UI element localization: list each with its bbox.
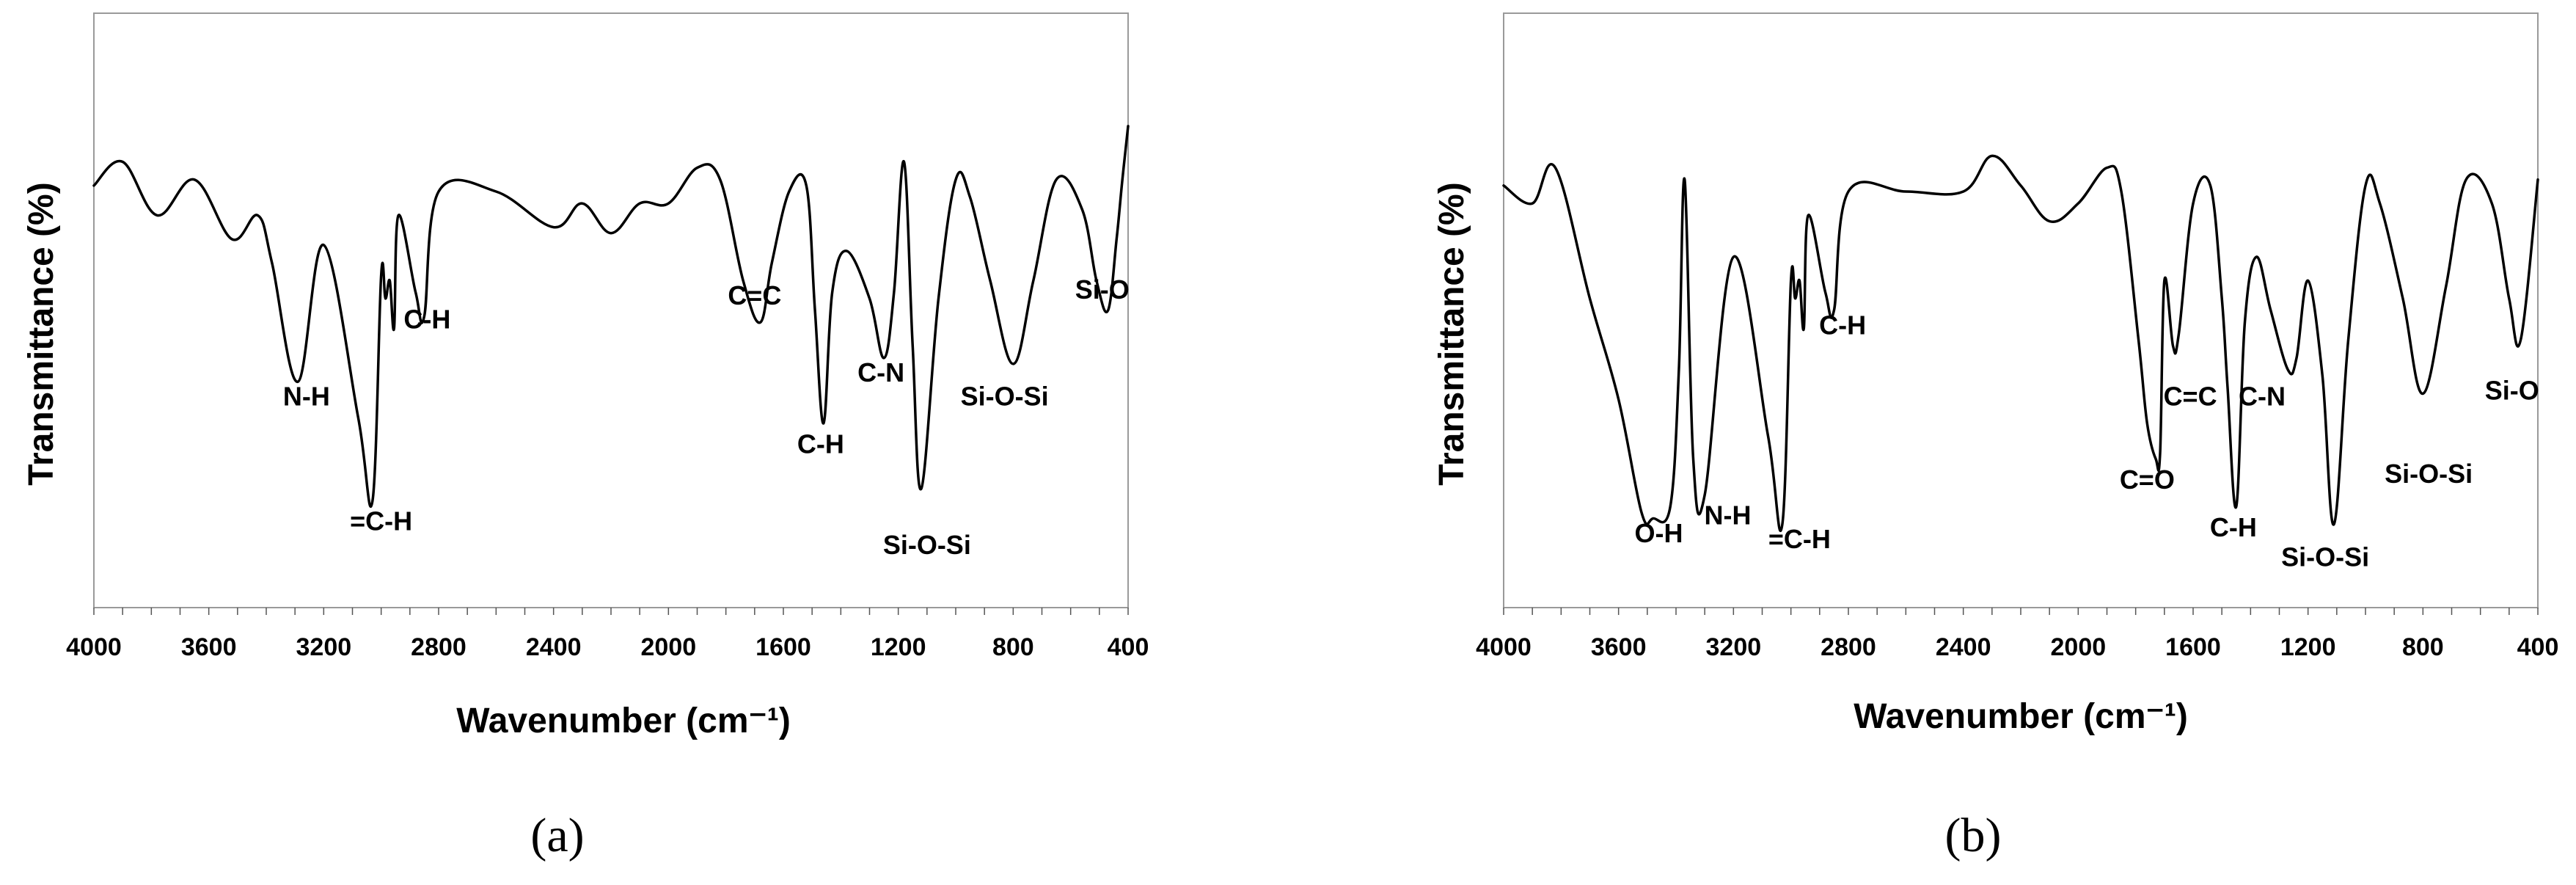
x-tick-label: 3600 [1591,633,1647,661]
x-tick-label: 2000 [2051,633,2107,661]
peak-label: Si-O [2485,376,2539,406]
x-tick-label: 1200 [871,633,926,661]
panel-caption-a: (a) [530,809,584,862]
peak-label: C=C [728,280,781,310]
peak-label: C-H [403,304,450,334]
x-minor-ticks-b [1503,608,2539,615]
peak-label: C-N [2239,382,2286,412]
x-tick-label: 4000 [66,633,122,661]
x-tick-labels-a: 4000 3600 3200 2800 2400 2000 1600 1200 800 400 [66,633,1149,661]
x-axis-title-a: Wavenumber (cm⁻¹) [456,702,791,740]
x-tick-label: 2800 [411,633,466,661]
peak-label: C-H [797,429,844,459]
peak-label: C-H [2210,512,2257,542]
plot-frame-a [93,12,1129,608]
peak-label: Si-O-Si [883,530,971,560]
x-tick-label: 3600 [181,633,237,661]
spectrum-line-a [92,125,1130,508]
panel-caption-b: (b) [1945,809,2002,862]
x-axis-title-b: Wavenumber (cm⁻¹) [1854,697,2188,736]
peak-label: =C-H [1768,524,1831,554]
peak-label: C-N [857,357,904,387]
peak-label: Si-O-Si [961,382,1049,412]
peak-label: O-H [1635,518,1683,548]
x-tick-label: 800 [2402,633,2444,661]
x-tick-label: 2000 [641,633,697,661]
x-tick-label: 3200 [1706,633,1762,661]
peak-label: =C-H [350,506,412,536]
x-tick-label: 400 [2517,633,2559,661]
chart-panel-b: O-H N-H =C-H C-H C=O C=C C-N C-H Si-O-Si Si-O-Si S… [1432,12,2558,862]
x-minor-ticks-a [93,608,1129,615]
peak-label: C=O [2120,465,2175,495]
x-tick-label: 1600 [755,633,811,661]
spectrum-line-b [1502,154,2539,532]
peak-label: C=C [2164,382,2217,412]
peak-label: N-H [283,382,330,412]
peak-label: C-H [1819,310,1866,340]
x-tick-label: 800 [992,633,1034,661]
x-tick-label: 2400 [526,633,582,661]
x-tick-label: 400 [1108,633,1149,661]
x-tick-labels-b: 4000 3600 3200 2800 2400 2000 1600 1200 800 400 [1476,633,2558,661]
peak-label: Si-O [1075,274,1130,305]
peak-labels-a: N-H =C-H C-H C=C C-H C-N Si-O-Si Si-O Si-O-Si [283,274,1130,560]
y-axis-title-b: Transmittance (%) [1432,182,1471,485]
x-tick-label: 1600 [2165,633,2221,661]
x-tick-label: 3200 [296,633,352,661]
peak-label: Si-O-Si [2385,459,2473,489]
x-tick-label: 2800 [1821,633,1876,661]
peak-label: Si-O-Si [2281,542,2369,572]
x-tick-label: 1200 [2280,633,2336,661]
x-tick-label: 4000 [1476,633,1532,661]
x-tick-label: 2400 [1936,633,1991,661]
y-axis-title-a: Transmittance (%) [22,182,61,485]
chart-panel-a: N-H =C-H C-H C=C C-H C-N Si-O-Si Si-O Si-O-Si 40… [22,12,1149,862]
peak-labels-b: O-H N-H =C-H C-H C=O C=C C-N C-H Si-O-Si Si-O-Si S… [1635,310,2539,572]
peak-label: N-H [1705,500,1752,531]
